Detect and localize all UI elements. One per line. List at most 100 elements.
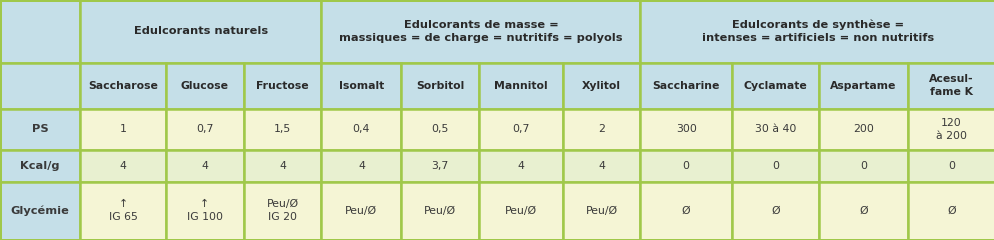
Bar — [640, 182, 732, 240]
Bar — [732, 150, 818, 182]
Bar — [401, 182, 479, 240]
Text: Peu/Ø: Peu/Ø — [584, 206, 617, 216]
Bar — [640, 108, 732, 150]
Bar — [166, 150, 244, 182]
Bar — [80, 182, 166, 240]
Bar — [321, 108, 401, 150]
Bar — [908, 108, 994, 150]
Text: Ø: Ø — [681, 206, 690, 216]
Bar — [321, 0, 640, 63]
Text: ↑
IG 65: ↑ IG 65 — [108, 199, 137, 222]
Text: 4: 4 — [597, 161, 604, 171]
Text: 4: 4 — [278, 161, 285, 171]
Bar — [166, 182, 244, 240]
Text: 4: 4 — [517, 161, 524, 171]
Bar — [166, 108, 244, 150]
Text: Kcal/g: Kcal/g — [20, 161, 60, 171]
Text: Ø: Ø — [946, 206, 955, 216]
Text: 0: 0 — [771, 161, 778, 171]
Bar — [640, 63, 732, 108]
Text: 1: 1 — [119, 124, 126, 134]
Bar — [244, 108, 321, 150]
Text: Ø: Ø — [858, 206, 867, 216]
Bar — [818, 182, 908, 240]
Text: Glycémie: Glycémie — [11, 205, 70, 216]
Bar — [563, 63, 640, 108]
Text: 120
à 200: 120 à 200 — [935, 118, 966, 141]
Bar — [0, 150, 80, 182]
Bar — [732, 63, 818, 108]
Bar — [563, 150, 640, 182]
Text: Saccharine: Saccharine — [652, 81, 720, 90]
Bar — [321, 63, 401, 108]
Text: Isomalt: Isomalt — [338, 81, 384, 90]
Bar — [479, 182, 563, 240]
Text: Aspartame: Aspartame — [829, 81, 896, 90]
Text: Saccharose: Saccharose — [87, 81, 158, 90]
Text: Edulcorants de synthèse =
intenses = artificiels = non nutritifs: Edulcorants de synthèse = intenses = art… — [701, 20, 932, 43]
Bar — [0, 108, 80, 150]
Bar — [563, 182, 640, 240]
Text: 3,7: 3,7 — [431, 161, 448, 171]
Bar — [640, 150, 732, 182]
Text: 4: 4 — [201, 161, 208, 171]
Text: 0: 0 — [682, 161, 689, 171]
Text: 0,7: 0,7 — [196, 124, 213, 134]
Bar — [244, 63, 321, 108]
Bar — [401, 63, 479, 108]
Bar — [166, 63, 244, 108]
Text: 30 à 40: 30 à 40 — [754, 124, 795, 134]
Text: Mannitol: Mannitol — [494, 81, 548, 90]
Bar — [479, 150, 563, 182]
Bar — [0, 63, 80, 108]
Text: 0,4: 0,4 — [352, 124, 370, 134]
Text: ↑
IG 100: ↑ IG 100 — [187, 199, 223, 222]
Bar — [80, 150, 166, 182]
Text: Edulcorants naturels: Edulcorants naturels — [133, 26, 267, 36]
Text: 4: 4 — [119, 161, 126, 171]
Text: Peu/Ø: Peu/Ø — [423, 206, 456, 216]
Text: Fructose: Fructose — [255, 81, 308, 90]
Text: Acesul-
fame K: Acesul- fame K — [928, 74, 973, 97]
Bar — [908, 182, 994, 240]
Bar — [0, 182, 80, 240]
Text: PS: PS — [32, 124, 49, 134]
Text: 4: 4 — [358, 161, 365, 171]
Bar — [732, 108, 818, 150]
Bar — [401, 150, 479, 182]
Text: Xylitol: Xylitol — [581, 81, 620, 90]
Bar — [244, 182, 321, 240]
Bar — [321, 182, 401, 240]
Text: Peu/Ø: Peu/Ø — [504, 206, 537, 216]
Bar — [640, 0, 994, 63]
Bar — [479, 63, 563, 108]
Text: 2: 2 — [597, 124, 604, 134]
Text: Ø: Ø — [770, 206, 779, 216]
Bar — [321, 150, 401, 182]
Text: 0: 0 — [947, 161, 954, 171]
Text: Peu/Ø: Peu/Ø — [345, 206, 377, 216]
Bar — [244, 150, 321, 182]
Bar — [908, 150, 994, 182]
Text: 0,7: 0,7 — [512, 124, 529, 134]
Text: 0,5: 0,5 — [431, 124, 448, 134]
Bar — [401, 108, 479, 150]
Text: 300: 300 — [675, 124, 696, 134]
Text: 0: 0 — [859, 161, 866, 171]
Bar — [818, 150, 908, 182]
Bar — [732, 182, 818, 240]
Bar — [818, 63, 908, 108]
Bar — [80, 108, 166, 150]
Text: Glucose: Glucose — [181, 81, 229, 90]
Bar — [908, 63, 994, 108]
Text: 1,5: 1,5 — [273, 124, 291, 134]
Text: Peu/Ø
IG 20: Peu/Ø IG 20 — [266, 199, 298, 222]
Bar — [818, 108, 908, 150]
Bar — [0, 0, 80, 63]
Bar — [479, 108, 563, 150]
Text: Sorbitol: Sorbitol — [415, 81, 464, 90]
Text: Cyclamate: Cyclamate — [743, 81, 806, 90]
Bar — [563, 108, 640, 150]
Text: 200: 200 — [852, 124, 873, 134]
Bar — [80, 0, 321, 63]
